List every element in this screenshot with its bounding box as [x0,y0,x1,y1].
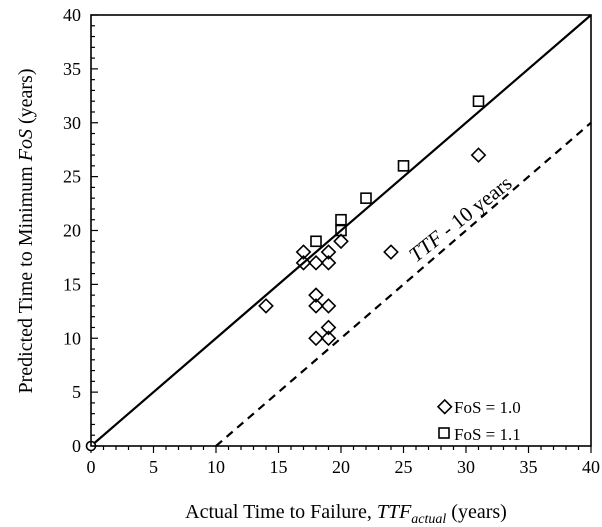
square-point [397,160,410,172]
diamond-point [320,330,337,347]
y-tick-label: 10 [63,328,81,348]
plot-area-border [90,14,592,447]
x-tick-label: 30 [457,457,475,477]
diamond-point [258,298,274,314]
x-axis-title-subscript: actual [411,512,446,527]
square-point [360,192,372,204]
x-tick-label: 20 [332,457,350,477]
y-tick-label: 20 [63,221,81,241]
x-axis-title-suffix: (years) [446,501,507,523]
diamond-point [320,244,337,260]
ttf-minus-10-line [215,121,592,447]
y-tick-label: 15 [63,274,81,294]
tick-labels: 0 5 10 15 20 25 30 35 40 0 5 10 15 20 25 30 35 40 [63,5,600,477]
y-axis-title: Predicted Time to Minimum FoS (years) [15,69,37,394]
diamond-point [333,233,349,250]
x-tick-label: 15 [270,457,288,477]
diamond-point [295,254,312,271]
annotation-rest: - 10 years [432,171,516,245]
x-tick-label: 5 [149,457,158,477]
x-tick-label: 10 [207,457,225,477]
diamond-point [320,319,337,336]
legend-diamond-marker [436,398,453,415]
y-tick-label: 0 [72,436,81,456]
y-axis-title-variable: FoS [15,129,37,162]
diamond-point [320,254,337,271]
x-tick-label: 25 [395,457,413,477]
legend: FoS = 1.0 FoS = 1.1 [436,398,521,444]
y-axis-title-prefix: Predicted Time to Minimum [15,161,37,393]
y-tick-label: 5 [72,382,81,402]
reference-lines [90,14,592,447]
legend-label-fos-1-0: FoS = 1.0 [454,398,521,417]
plot-frame [90,14,592,447]
x-tick-label: 35 [520,457,538,477]
one-to-one-line [90,14,592,447]
square-point [335,213,347,226]
diamond-point [470,147,487,163]
legend-item-fos-1-1: FoS = 1.1 [438,425,521,444]
y-tick-label: 35 [63,59,81,79]
diamond-point [320,298,337,314]
legend-square-marker [438,427,450,439]
square-point [310,235,322,248]
ttf-minus-10-annotation: TTF - 10 years [404,171,516,267]
y-tick-label: 30 [63,113,81,133]
diamond-point [308,287,324,303]
x-axis-title-variable: TTF [377,501,412,523]
y-axis-title-suffix: (years) [15,69,37,130]
x-axis-title: Actual Time to Failure, TTFactual (years… [185,501,507,527]
x-tick-label: 0 [87,457,96,477]
data-points [85,95,487,452]
diamond-point [295,244,312,260]
x-axis-title-prefix: Actual Time to Failure, [185,501,377,523]
y-tick-label: 25 [63,167,81,187]
diamond-point [308,330,324,347]
diamond-point [308,298,324,314]
diamond-point [383,244,399,260]
legend-item-fos-1-0: FoS = 1.0 [436,398,521,417]
legend-label-fos-1-1: FoS = 1.1 [454,425,521,444]
diamond-point [308,254,324,271]
x-tick-label: 40 [582,457,600,477]
y-tick-label: 40 [63,5,81,25]
square-point [472,95,485,107]
